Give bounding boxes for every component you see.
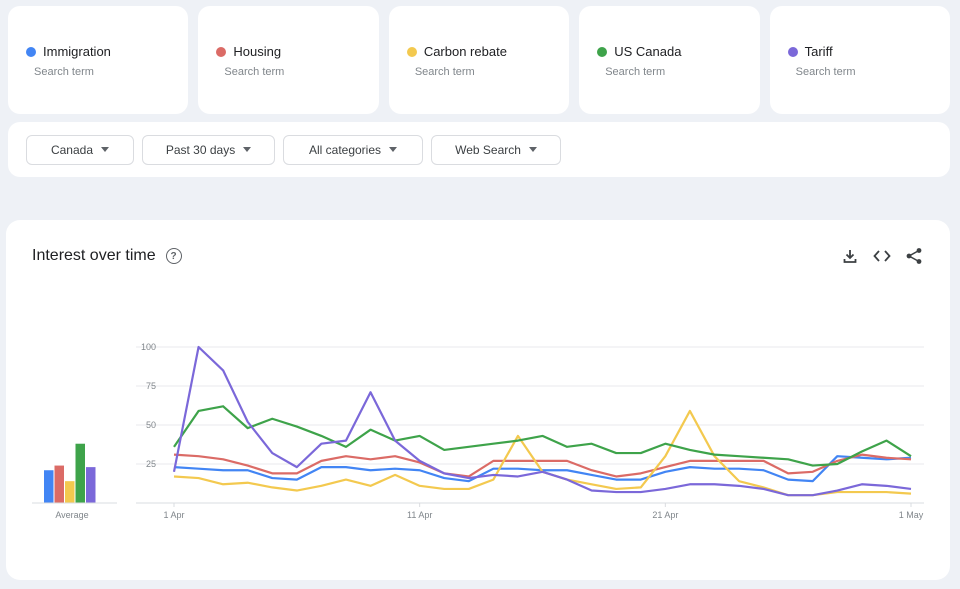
x-tick-label: 21 Apr [652, 510, 678, 520]
search-terms-bar: Immigration Search term Housing Search t… [8, 6, 951, 114]
embed-icon[interactable] [872, 246, 892, 266]
download-icon[interactable] [840, 246, 860, 266]
term-name: Tariff [804, 44, 833, 59]
term-subtitle: Search term [414, 66, 475, 78]
y-tick-label: 75 [146, 381, 156, 391]
term-subtitle: Search term [605, 66, 666, 78]
caret-down-icon [243, 147, 252, 152]
help-icon[interactable]: ? [165, 248, 182, 264]
caret-down-icon [101, 147, 110, 152]
x-tick-label: 1 Apr [163, 510, 184, 520]
term-card-immigration[interactable]: Immigration Search term [8, 6, 189, 114]
average-bar-tariff [86, 467, 96, 503]
share-icon[interactable] [904, 246, 924, 266]
immigration-color-dot [26, 46, 36, 57]
panel-header: Interest over time ? [32, 247, 182, 265]
panel-actions [840, 246, 924, 266]
average-bar-immigration [44, 470, 54, 503]
category-value: All categories [308, 142, 382, 157]
category-dropdown[interactable]: All categories [283, 134, 423, 165]
panel-title: Interest over time [32, 247, 156, 264]
average-label: Average [55, 510, 88, 520]
caret-down-icon [389, 147, 398, 152]
x-tick-label: 11 Apr [407, 510, 432, 520]
interest-line-chart: Average 25 50 75 100 1 Apr 11 Apr 21 Apr 1 May [32, 342, 924, 520]
x-tick-label: 1 May [899, 510, 924, 520]
average-bar-housing [54, 465, 64, 503]
y-tick-label: 25 [146, 459, 156, 469]
term-name: Carbon rebate [423, 44, 507, 59]
region-dropdown[interactable]: Canada [26, 134, 134, 165]
caret-down-icon [528, 147, 537, 152]
term-name: Housing [233, 44, 282, 59]
series-line-tariff [172, 345, 912, 497]
housing-color-dot [216, 46, 227, 57]
period-value: Past 30 days [165, 142, 236, 157]
average-bar-carbon-rebate [65, 481, 75, 503]
term-subtitle: Search term [795, 66, 856, 78]
term-card-carbon-rebate[interactable]: Carbon rebate Search term [388, 6, 570, 114]
carbon-rebate-color-dot [406, 46, 417, 57]
series-line-us-canada [173, 405, 912, 467]
term-name: US Canada [614, 44, 682, 59]
search-type-value: Web Search [455, 142, 521, 157]
filter-bar: Canada Past 30 days All categories Web S… [8, 122, 950, 177]
period-dropdown[interactable]: Past 30 days [142, 134, 275, 165]
us-canada-color-dot [597, 46, 608, 57]
term-name: Immigration [43, 44, 111, 59]
interest-over-time-panel: Interest over time ? Average 25 50 75 100 1 … [6, 220, 950, 580]
term-subtitle: Search term [34, 66, 94, 78]
term-card-tariff[interactable]: Tariff Search term [769, 6, 951, 114]
y-tick-label: 50 [146, 420, 156, 430]
region-value: Canada [50, 142, 94, 157]
term-subtitle: Search term [224, 66, 285, 78]
search-type-dropdown[interactable]: Web Search [431, 134, 561, 165]
term-card-us-canada[interactable]: US Canada Search term [579, 6, 760, 114]
tariff-color-dot [787, 46, 798, 57]
series-line-housing [173, 453, 912, 478]
average-bar-us-canada [75, 443, 85, 503]
term-card-housing[interactable]: Housing Search term [198, 6, 379, 114]
y-tick-label: 100 [141, 342, 156, 352]
